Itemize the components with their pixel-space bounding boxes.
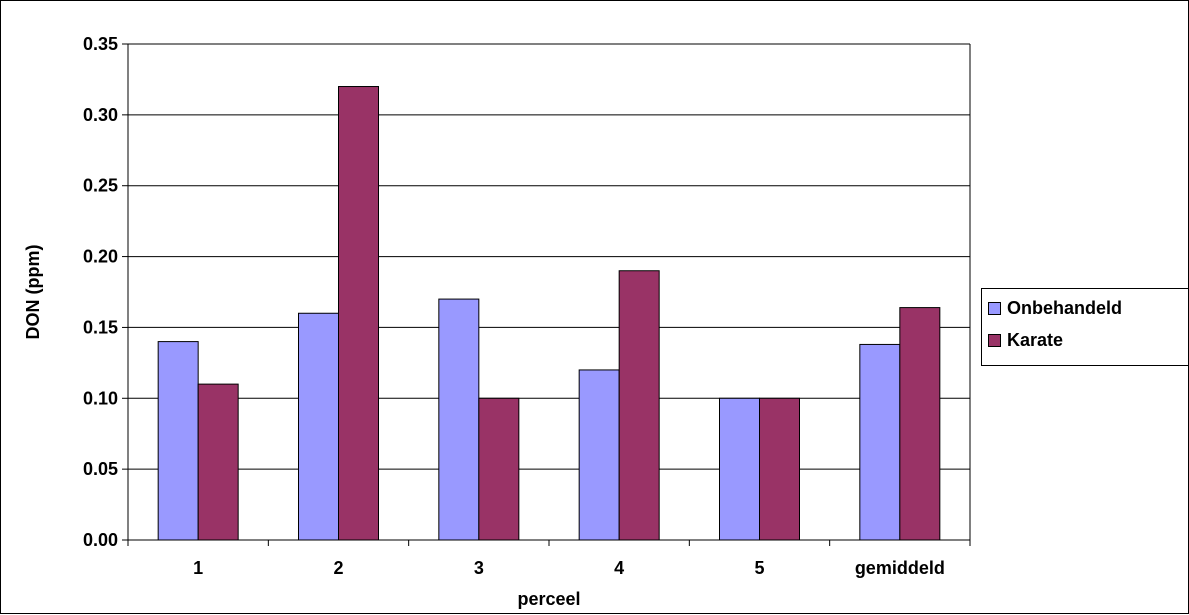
legend: Onbehandeld Karate [981, 288, 1189, 366]
bar-karate-3 [478, 397, 520, 541]
y-tick-label: 0.00 [83, 530, 118, 550]
y-tick-label: 0.20 [83, 247, 118, 267]
y-axis-title: DON (ppm) [23, 245, 43, 340]
legend-item-karate: Karate [988, 329, 1188, 351]
plot-area [128, 44, 970, 540]
tick-labels: 0.00 0.05 0.10 0.15 0.20 0.25 0.30 0.35 1 2 3 4 5 gem… [83, 34, 945, 578]
bar-onbehandeld-1 [157, 341, 199, 541]
y-tick-label: 0.10 [83, 388, 118, 408]
x-tick-label: 3 [474, 558, 484, 578]
x-tick-label: 4 [614, 558, 624, 578]
y-tick-label: 0.15 [83, 317, 118, 337]
y-tick-label: 0.30 [83, 105, 118, 125]
legend-item-onbehandeld: Onbehandeld [988, 297, 1188, 319]
bar-onbehandeld-4 [578, 369, 620, 541]
bar-onbehandeld-5 [719, 397, 760, 541]
axes [122, 43, 971, 546]
bar-onbehandeld-2 [298, 312, 339, 541]
x-tick-label: 1 [193, 558, 203, 578]
bar-karate-gemiddeld [899, 307, 941, 541]
legend-swatch-karate [988, 333, 1001, 347]
y-tick-label: 0.35 [83, 34, 118, 54]
y-tick-label: 0.05 [83, 459, 118, 479]
x-axis-title: perceel [517, 589, 580, 609]
legend-label-karate: Karate [1007, 329, 1064, 350]
bar-karate-1 [197, 383, 239, 541]
bar-onbehandeld-gemiddeld [859, 343, 901, 541]
legend-swatch-onbehandeld [988, 301, 1001, 315]
bar-karate-2 [338, 86, 379, 541]
y-tick-label: 0.25 [83, 176, 118, 196]
bar-karate-4 [618, 270, 660, 541]
x-tick-label: gemiddeld [855, 558, 945, 578]
x-tick-label: 5 [754, 558, 764, 578]
legend-label-onbehandeld: Onbehandeld [1007, 297, 1123, 318]
x-tick-label: 2 [333, 558, 343, 578]
bar-onbehandeld-3 [438, 298, 480, 541]
bar-karate-5 [759, 397, 800, 541]
